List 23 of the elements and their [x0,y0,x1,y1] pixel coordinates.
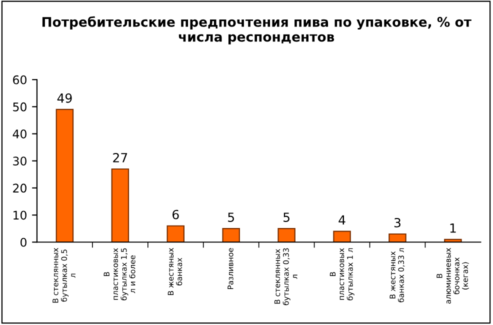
y-tick-label: 20 [13,184,26,193]
bar [111,168,130,242]
y-tick-label: 30 [13,156,26,166]
y-tick-label: 10 [14,210,26,220]
y-tick-label: 50 [13,102,26,112]
data-label: 5 [284,212,290,222]
y-tick-label: 60 [13,75,26,84]
bar [56,108,74,242]
y-tick-label: 40 [12,130,26,138]
bar [278,228,296,242]
data-label: 1 [450,224,456,233]
data-label: 49 [57,93,72,103]
data-label: 27 [113,152,128,162]
bar [333,230,351,242]
chart-title: Потребительские предпочтения пива по упаковке, % от числа респондентов [42,16,472,44]
bar [166,225,185,242]
bar [388,233,406,242]
data-label: 6 [172,210,179,220]
bar [222,228,240,242]
y-tick-label: 0 [20,238,26,247]
data-label: 5 [228,212,234,222]
data-label: 4 [338,215,346,225]
data-label: 3 [394,218,400,228]
